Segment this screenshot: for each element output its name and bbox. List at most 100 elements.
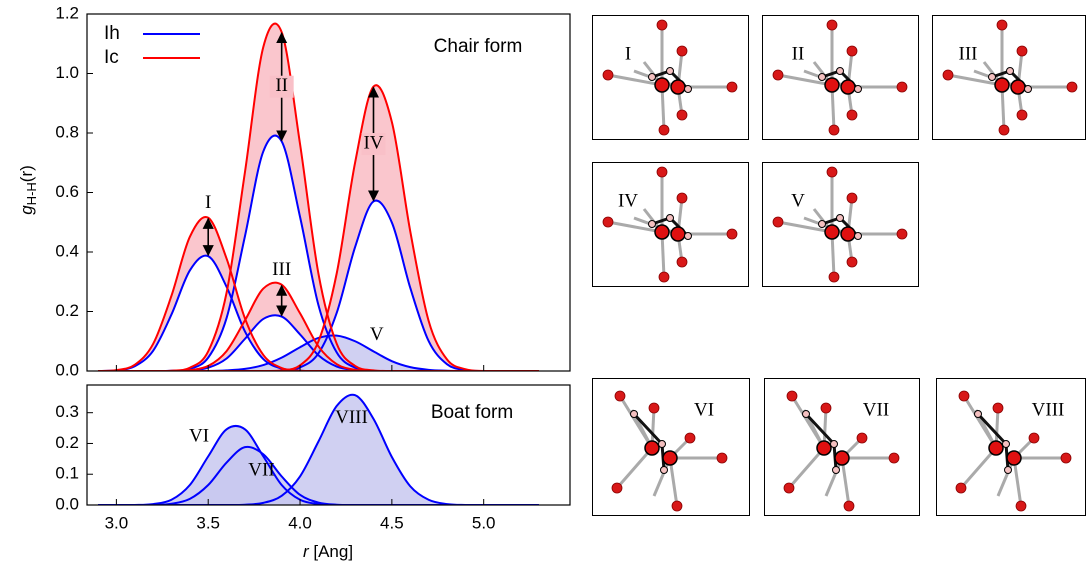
hydrogen <box>631 411 638 418</box>
y-tick-label: 0.3 <box>55 402 79 421</box>
hydrogen <box>989 74 996 81</box>
y-tick-label: 1.0 <box>55 63 79 82</box>
hydrogen <box>833 467 840 474</box>
oxygen-center <box>841 80 855 94</box>
hydrogen <box>831 441 838 448</box>
oxygen-center <box>663 451 677 465</box>
peak-label: VI <box>189 426 209 447</box>
oxygen-center <box>655 78 669 92</box>
oxygen-center <box>825 78 839 92</box>
structure-label: IV <box>618 190 638 211</box>
y-tick-label: 0.4 <box>55 241 79 260</box>
peak-label: V <box>370 324 384 345</box>
oxygen <box>615 391 625 401</box>
hydrogen <box>819 221 826 228</box>
oxygen-center <box>655 225 669 239</box>
oxygen <box>717 453 727 463</box>
structure-label: I <box>625 43 631 64</box>
oxygen <box>659 125 669 135</box>
oxygen <box>677 257 687 267</box>
oxygen <box>1067 82 1077 92</box>
oxygen <box>897 82 907 92</box>
oxygen <box>829 272 839 282</box>
y-tick-label: 1.2 <box>55 3 79 22</box>
oxygen <box>685 433 695 443</box>
legend-label: Ih <box>104 23 120 44</box>
oxygen <box>1029 433 1039 443</box>
oxygen <box>659 272 669 282</box>
peak-label: II <box>275 75 288 96</box>
oxygen <box>672 501 682 511</box>
oxygen <box>677 110 687 120</box>
oxygen <box>787 391 797 401</box>
structure-label: III <box>959 43 978 64</box>
hydrogen <box>685 86 692 93</box>
hydrogen <box>855 86 862 93</box>
oxygen-center <box>1007 451 1021 465</box>
y-axis-label: gH-H(r) <box>17 165 39 215</box>
x-axis-label: r [Ang] <box>303 542 353 561</box>
structure-panel: VII <box>765 379 920 516</box>
y-tick-label: 0.6 <box>55 182 79 201</box>
y-tick-label: 0.8 <box>55 122 79 141</box>
hydrogen <box>1005 467 1012 474</box>
hydrogen <box>667 215 674 222</box>
oxygen-center <box>825 225 839 239</box>
oxygen-center <box>995 78 1009 92</box>
peak-label: IV <box>363 132 383 153</box>
structure-label: VI <box>694 399 714 420</box>
oxygen <box>897 229 907 239</box>
oxygen <box>1017 46 1027 56</box>
oxygen <box>847 257 857 267</box>
peak-label: VIII <box>335 407 368 428</box>
plot-area <box>98 24 539 372</box>
oxygen-center <box>671 80 685 94</box>
oxygen <box>829 125 839 135</box>
oxygen <box>847 193 857 203</box>
oxygen <box>1061 453 1071 463</box>
oxygen <box>847 110 857 120</box>
x-tick-label: 4.0 <box>288 513 312 532</box>
oxygen-center <box>841 227 855 241</box>
structure-label: II <box>792 43 805 64</box>
structure-panel: V <box>763 163 919 287</box>
hydrogen <box>649 74 656 81</box>
hydrogen <box>659 441 666 448</box>
y-tick-label: 0.2 <box>55 301 79 320</box>
hydrogen <box>803 411 810 418</box>
oxygen <box>773 217 783 227</box>
panel-label: Boat form <box>431 402 513 423</box>
oxygen <box>1017 110 1027 120</box>
oxygen <box>997 20 1007 30</box>
peak-label: VII <box>248 460 274 481</box>
structure-panel: VIII <box>937 379 1086 516</box>
structure-label: VII <box>863 399 889 420</box>
oxygen <box>943 70 953 80</box>
oxygen <box>657 167 667 177</box>
oxygen <box>827 167 837 177</box>
oxygen-center <box>835 451 849 465</box>
y-tick-label: 0.0 <box>55 360 79 379</box>
structure-label: VIII <box>1032 399 1065 420</box>
hydrogen <box>649 221 656 228</box>
hydrogen <box>1025 86 1032 93</box>
line <box>98 136 539 371</box>
oxygen <box>727 229 737 239</box>
oxygen <box>844 501 854 511</box>
structure-panel: I <box>593 16 749 140</box>
structure-panel: IV <box>593 163 749 287</box>
hydrogen <box>1003 441 1010 448</box>
hydrogen <box>667 68 674 75</box>
hydrogen <box>855 233 862 240</box>
structure-panel: II <box>763 16 919 140</box>
oxygen-center <box>645 441 659 455</box>
hydrogen <box>1007 68 1014 75</box>
hydrogen <box>661 467 668 474</box>
oxygen-center <box>989 441 1003 455</box>
oxygen <box>677 193 687 203</box>
hydrogen <box>975 411 982 418</box>
oxygen <box>956 483 966 493</box>
hydrogen <box>837 68 844 75</box>
peak-label: III <box>272 259 291 280</box>
oxygen-center <box>1011 80 1025 94</box>
